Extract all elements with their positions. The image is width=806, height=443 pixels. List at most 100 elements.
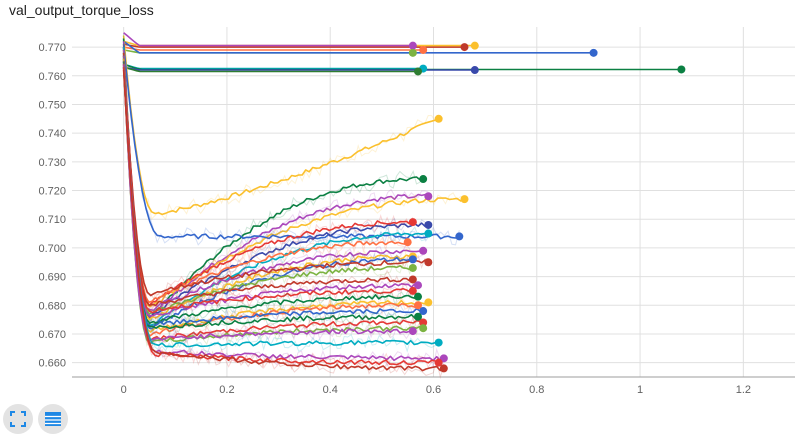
series-line xyxy=(122,61,419,337)
series-end-point xyxy=(434,338,443,347)
series-raw-line xyxy=(123,32,413,47)
x-tick-label: 0 xyxy=(121,384,127,396)
series-line xyxy=(122,67,439,348)
series-line xyxy=(122,64,424,342)
x-tick-label: 1.2 xyxy=(736,384,751,396)
y-tick-label: 0.710 xyxy=(38,214,66,226)
series-end-point xyxy=(677,65,686,74)
series-end-point xyxy=(408,275,417,284)
series-end-point xyxy=(408,263,417,272)
series-end-point xyxy=(403,238,412,247)
series-end-point xyxy=(419,246,428,255)
series-raw-line xyxy=(123,41,460,246)
series-line xyxy=(122,58,414,314)
series-end-point xyxy=(419,324,428,333)
series-line xyxy=(122,49,424,312)
series-end-point xyxy=(408,327,417,336)
series-line xyxy=(122,55,419,317)
series-end-point xyxy=(460,195,469,204)
chart-title: val_output_torque_loss xyxy=(9,2,154,18)
series-end-point xyxy=(419,175,428,184)
y-tick-label: 0.670 xyxy=(38,329,66,341)
series-line xyxy=(123,32,413,47)
series-line xyxy=(122,49,409,304)
series-end-point xyxy=(419,318,428,327)
series-end-point xyxy=(419,307,428,316)
series-line xyxy=(122,64,414,341)
x-tick-label: 0.6 xyxy=(426,384,441,396)
series-end-point xyxy=(424,258,433,267)
series-raw-line xyxy=(123,69,439,354)
series-line xyxy=(123,63,682,71)
fullscreen-button[interactable] xyxy=(3,404,33,434)
series-end-markers xyxy=(403,41,686,373)
y-tick-label: 0.660 xyxy=(38,358,66,370)
fullscreen-icon xyxy=(10,411,26,427)
y-tick-label: 0.700 xyxy=(38,243,66,255)
y-tick-label: 0.690 xyxy=(38,272,66,284)
series-raw-line xyxy=(123,60,445,369)
series-end-point xyxy=(408,48,417,57)
series-end-point xyxy=(424,298,433,307)
series-end-point xyxy=(419,45,428,54)
series-lines xyxy=(122,32,682,380)
series-line xyxy=(122,55,413,307)
series-end-point xyxy=(470,66,479,75)
series-end-point xyxy=(424,220,433,229)
y-tick-label: 0.740 xyxy=(38,128,66,140)
x-tick-label: 1 xyxy=(637,384,643,396)
series-raw-line xyxy=(123,48,408,305)
x-tick-label: 0.8 xyxy=(529,384,544,396)
series-raw-line xyxy=(123,63,419,328)
series-end-point xyxy=(434,114,443,123)
series-line xyxy=(123,46,424,51)
series-end-point xyxy=(408,286,417,295)
series-end-point xyxy=(414,281,423,290)
series-line xyxy=(122,55,413,315)
series-line xyxy=(122,35,439,216)
series-end-point xyxy=(414,292,423,301)
series-end-point xyxy=(408,255,417,264)
series-raw-line xyxy=(123,63,445,380)
series-end-point xyxy=(414,67,423,76)
series-line xyxy=(122,58,419,324)
x-tick-label: 0.2 xyxy=(219,384,234,396)
series-end-point xyxy=(434,358,443,367)
series-line xyxy=(122,61,419,330)
series-line xyxy=(122,61,424,327)
y-tick-label: 0.720 xyxy=(38,186,66,198)
y-tick-label: 0.770 xyxy=(38,42,66,54)
series-line xyxy=(122,69,444,372)
series-line xyxy=(123,40,594,54)
series-line xyxy=(122,52,429,297)
tick-labels: 0.660 0.670 0.680 0.690 0.700 0.710 0.720 0.730… xyxy=(38,42,751,396)
y-tick-label: 0.760 xyxy=(38,71,66,83)
series-end-point xyxy=(414,301,423,310)
series-raw-line xyxy=(123,55,419,337)
series-end-point xyxy=(470,41,479,50)
series-raw-line xyxy=(123,49,465,313)
data-table-button[interactable] xyxy=(38,404,68,434)
series-end-point xyxy=(414,312,423,321)
series-line xyxy=(123,43,465,48)
y-tick-label: 0.750 xyxy=(38,99,66,111)
series-end-point xyxy=(424,192,433,201)
series-raw-line xyxy=(123,43,414,313)
series-raw-line xyxy=(123,61,440,373)
series-end-point xyxy=(455,232,464,241)
x-tick-label: 0.4 xyxy=(323,384,338,396)
series-line xyxy=(123,66,418,73)
data-table-icon xyxy=(45,412,61,426)
y-tick-label: 0.680 xyxy=(38,300,66,312)
series-end-point xyxy=(460,43,469,52)
chart-plot: 0.660 0.670 0.680 0.690 0.700 0.710 0.720 0.730… xyxy=(38,27,795,396)
series-raw-line xyxy=(123,55,424,334)
series-end-point xyxy=(589,48,598,57)
y-tick-label: 0.730 xyxy=(38,157,66,169)
series-line xyxy=(123,63,424,70)
series-raw-line xyxy=(123,38,439,221)
series-line xyxy=(122,41,429,319)
series-end-point xyxy=(408,218,417,227)
series-end-point xyxy=(439,364,448,373)
series-end-point xyxy=(408,41,417,50)
